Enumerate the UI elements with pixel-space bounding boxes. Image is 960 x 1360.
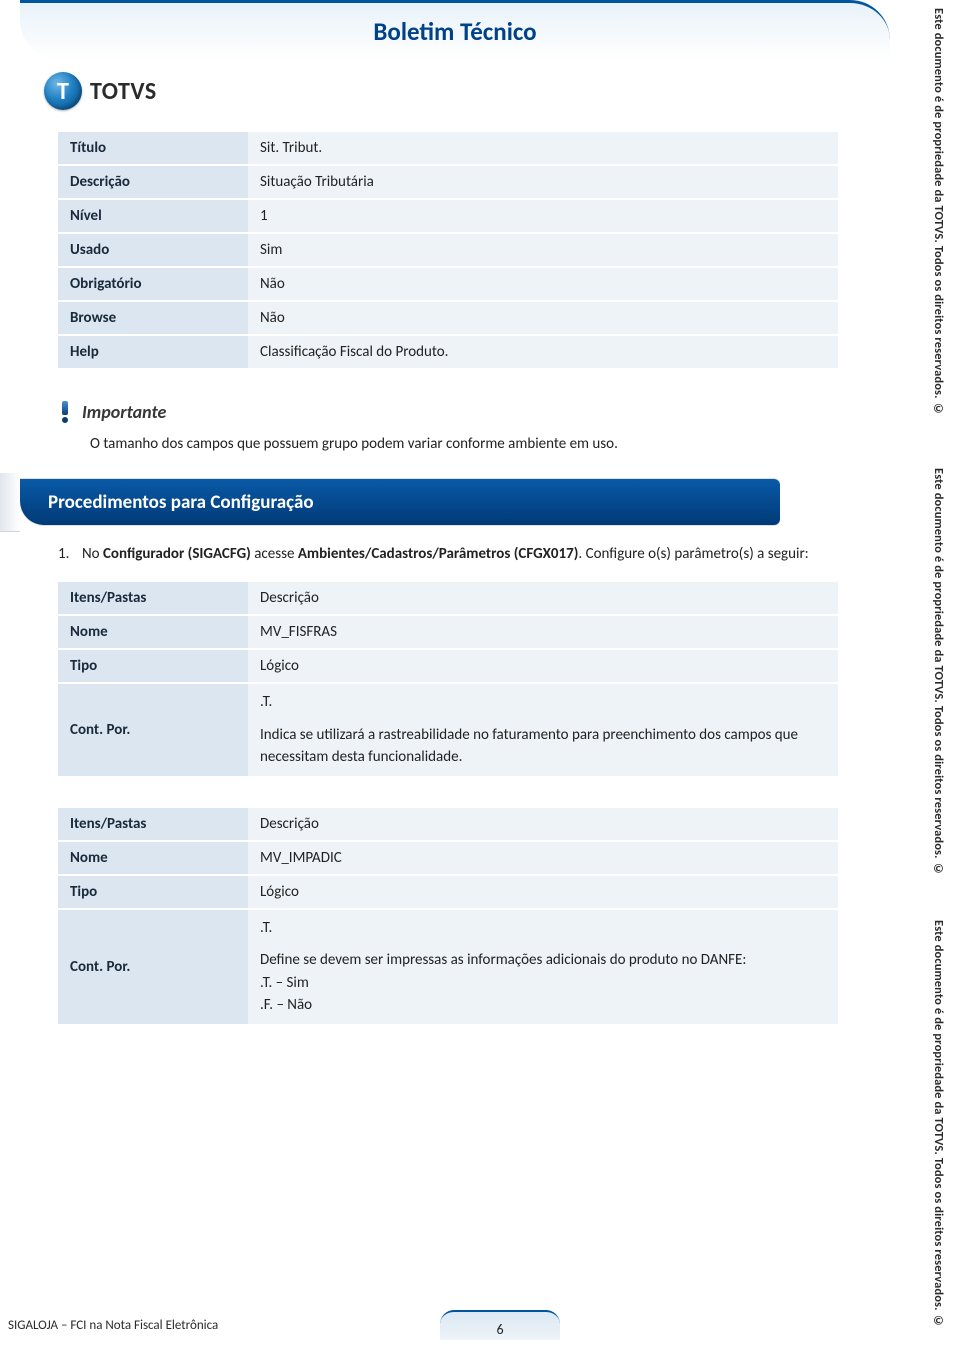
step-text-post: . Configure o(s) parâmetro(s) a seguir: (578, 545, 808, 563)
table-row: NomeMV_IMPADIC (58, 842, 838, 874)
param-label: Cont. Por. (58, 684, 248, 776)
def-value: Sit. Tribut. (248, 132, 838, 164)
section-heading-wrap: Procedimentos para Configuração (0, 479, 960, 525)
def-label: Título (58, 132, 248, 164)
table-row: Nível1 (58, 200, 838, 232)
definition-table-wrap: TítuloSit. Tribut. DescriçãoSituação Tri… (58, 130, 902, 370)
table-row: TítuloSit. Tribut. (58, 132, 838, 164)
def-label: Nível (58, 200, 248, 232)
param-line: .T. (260, 919, 272, 937)
param-value-multiline: .T. Indica se utilizará a rastreabilidad… (248, 684, 838, 776)
param-label: Tipo (58, 876, 248, 908)
def-label: Obrigatório (58, 268, 248, 300)
table-row: BrowseNão (58, 302, 838, 334)
footer-doc-title: SIGALOJA – FCI na Nota Fiscal Eletrônica (0, 1318, 218, 1333)
table-row: Itens/PastasDescrição (58, 808, 838, 840)
section-heading: Procedimentos para Configuração (20, 479, 780, 525)
def-value: 1 (248, 200, 838, 232)
page: { "header": { "title": "Boletim Técnico"… (0, 0, 960, 1360)
param-label: Itens/Pastas (58, 808, 248, 840)
brand-logo: T TOTVS (44, 72, 890, 110)
param-value: Lógico (248, 650, 838, 682)
section-title: Procedimentos para Configuração (48, 491, 314, 514)
param-label: Nome (58, 616, 248, 648)
param-line: Indica se utilizará a rastreabilidade no… (260, 726, 798, 767)
table-row: HelpClassificação Fiscal do Produto. (58, 336, 838, 368)
def-value: Não (248, 302, 838, 334)
param-line: .T. (260, 693, 272, 711)
def-label: Descrição (58, 166, 248, 198)
table-row: NomeMV_FISFRAS (58, 616, 838, 648)
definition-table: TítuloSit. Tribut. DescriçãoSituação Tri… (58, 130, 838, 370)
param-label: Nome (58, 842, 248, 874)
step-bold-2: Ambientes/Cadastros/Parâmetros (CFGX017) (298, 545, 579, 563)
param-value-multiline: .T. Define se devem ser impressas as inf… (248, 910, 838, 1024)
table-row: Itens/PastasDescrição (58, 582, 838, 614)
step-number: 1. (58, 543, 69, 566)
param-line: .F. – Não (260, 996, 312, 1014)
table-row: Cont. Por. .T. Define se devem ser impre… (58, 910, 838, 1024)
param-label: Tipo (58, 650, 248, 682)
def-label: Help (58, 336, 248, 368)
def-label: Browse (58, 302, 248, 334)
def-label: Usado (58, 234, 248, 266)
important-callout: Importante (58, 400, 960, 424)
param-line: .T. – Sim (260, 974, 309, 992)
instruction-step: 1. No Configurador (SIGACFG) acesse Ambi… (82, 543, 902, 566)
logo-badge-icon: T (44, 72, 82, 110)
param-value: MV_FISFRAS (248, 616, 838, 648)
exclamation-icon (58, 400, 72, 424)
side-copyright-2: Este documento é de propriedade da TOTVS… (931, 468, 946, 877)
param-value: MV_IMPADIC (248, 842, 838, 874)
param-value: Lógico (248, 876, 838, 908)
def-value: Situação Tributária (248, 166, 838, 198)
def-value: Não (248, 268, 838, 300)
def-value: Classificação Fiscal do Produto. (248, 336, 838, 368)
param-label: Cont. Por. (58, 910, 248, 1024)
important-note: O tamanho dos campos que possuem grupo p… (90, 434, 902, 455)
parameter-table-2: Itens/PastasDescrição NomeMV_IMPADIC Tip… (58, 806, 838, 1026)
footer: SIGALOJA – FCI na Nota Fiscal Eletrônica… (0, 1310, 920, 1340)
table-row: DescriçãoSituação Tributária (58, 166, 838, 198)
table-row: TipoLógico (58, 650, 838, 682)
parameter-table-1: Itens/PastasDescrição NomeMV_FISFRAS Tip… (58, 580, 838, 778)
logo-glyph: T (57, 77, 69, 106)
table-row: TipoLógico (58, 876, 838, 908)
param-value: Descrição (248, 808, 838, 840)
page-number-box: 6 (440, 1310, 560, 1340)
table-row: Cont. Por. .T. Indica se utilizará a ras… (58, 684, 838, 776)
page-title: Boletim Técnico (373, 16, 536, 47)
param-line: Define se devem ser impressas as informa… (260, 951, 746, 969)
step-text-mid: acesse (251, 545, 298, 563)
side-copyright-1: Este documento é de propriedade da TOTVS… (931, 8, 946, 417)
title-bar: Boletim Técnico (20, 0, 890, 60)
param-label: Itens/Pastas (58, 582, 248, 614)
step-text-pre: No (82, 545, 103, 563)
table-row: ObrigatórioNão (58, 268, 838, 300)
table-row: UsadoSim (58, 234, 838, 266)
header-region: Boletim Técnico T TOTVS (0, 0, 890, 110)
param-value: Descrição (248, 582, 838, 614)
important-label: Importante (82, 401, 166, 423)
step-bold-1: Configurador (SIGACFG) (103, 545, 251, 563)
page-number: 6 (496, 1321, 503, 1338)
logo-text: TOTVS (90, 77, 157, 106)
side-copyright-3: Este documento é de propriedade da TOTVS… (931, 920, 946, 1329)
def-value: Sim (248, 234, 838, 266)
